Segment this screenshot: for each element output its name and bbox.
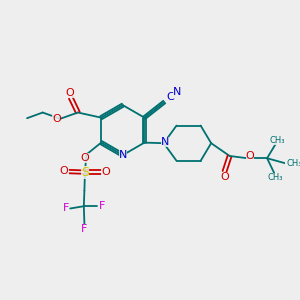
Text: N: N <box>118 150 127 160</box>
Text: CH₃: CH₃ <box>269 136 285 145</box>
Text: CH₃: CH₃ <box>268 173 283 182</box>
Text: O: O <box>81 153 89 163</box>
Text: CH₃: CH₃ <box>286 159 300 168</box>
Text: C: C <box>167 92 174 102</box>
Text: O: O <box>101 167 110 177</box>
Text: F: F <box>81 224 88 234</box>
Text: O: O <box>66 88 75 98</box>
Text: O: O <box>52 114 61 124</box>
Text: O: O <box>220 172 229 182</box>
Text: O: O <box>60 166 69 176</box>
Text: N: N <box>172 87 181 97</box>
Text: O: O <box>246 151 254 161</box>
Text: N: N <box>161 137 169 147</box>
Text: F: F <box>98 201 105 211</box>
Text: S: S <box>81 166 89 178</box>
Text: F: F <box>63 203 69 214</box>
